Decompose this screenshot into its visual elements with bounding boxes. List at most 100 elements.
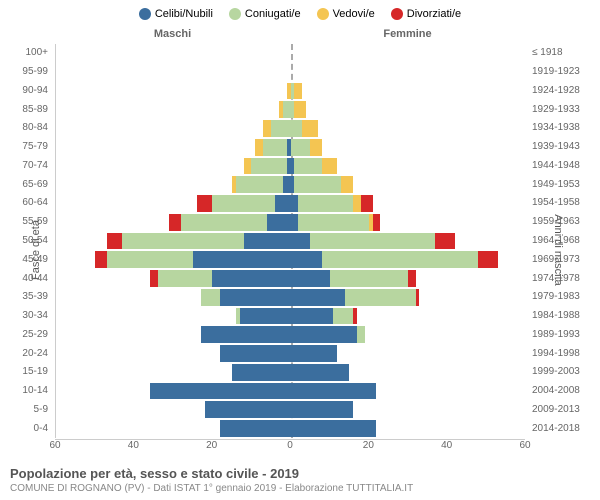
population-pyramid-chart: Celibi/Nubili Coniugati/e Vedovi/e Divorzia…: [0, 0, 600, 500]
age-group-label: 95-99: [22, 67, 48, 77]
bar-segment: [107, 251, 193, 268]
bar-segment: [291, 345, 338, 362]
bar-segment: [169, 214, 181, 231]
female-bar: [291, 64, 526, 81]
male-bar: [56, 420, 291, 437]
y-axis-right: 2014-20182009-20132004-20081999-20031994…: [528, 44, 600, 438]
bar-segment: [255, 139, 263, 156]
age-group-label: 70-74: [22, 161, 48, 171]
birth-year-label: ≤ 1918: [532, 48, 563, 58]
birth-year-label: 2009-2013: [532, 405, 580, 415]
legend-label: Divorziati/e: [407, 8, 461, 20]
birth-year-label: 1964-1968: [532, 236, 580, 246]
female-bar: [291, 270, 526, 287]
x-tick-label: 40: [128, 440, 139, 451]
age-group-label: 80-84: [22, 123, 48, 133]
legend-item: Celibi/Nubili: [139, 8, 213, 20]
bar-segment: [291, 308, 334, 325]
male-bar: [56, 308, 291, 325]
bar-row: [56, 213, 525, 232]
bar-segment: [193, 251, 291, 268]
male-bar: [56, 176, 291, 193]
age-group-label: 65-69: [22, 180, 48, 190]
female-bar: [291, 383, 526, 400]
bar-segment: [322, 251, 478, 268]
bar-segment: [294, 83, 302, 100]
age-group-label: 45-49: [22, 255, 48, 265]
female-bar: [291, 251, 526, 268]
legend-item: Coniugati/e: [229, 8, 301, 20]
legend-item: Vedovi/e: [317, 8, 375, 20]
x-tick-label: 0: [287, 440, 293, 451]
female-bar: [291, 176, 526, 193]
birth-year-label: 1954-1958: [532, 198, 580, 208]
bar-row: [56, 363, 525, 382]
bar-segment: [298, 214, 368, 231]
bar-segment: [291, 251, 322, 268]
male-bar: [56, 101, 291, 118]
bar-segment: [212, 195, 275, 212]
bar-segment: [220, 420, 290, 437]
age-group-label: 20-24: [22, 349, 48, 359]
bar-segment: [416, 289, 420, 306]
bar-segment: [361, 195, 373, 212]
bar-segment: [271, 120, 291, 137]
female-bar: [291, 214, 526, 231]
birth-year-label: 1969-1973: [532, 255, 580, 265]
bar-segment: [212, 270, 290, 287]
female-bar: [291, 158, 526, 175]
bar-segment: [353, 308, 357, 325]
birth-year-label: 1944-1948: [532, 161, 580, 171]
birth-year-label: 1934-1938: [532, 123, 580, 133]
legend-swatch: [317, 8, 329, 20]
bar-row: [56, 250, 525, 269]
chart-subtitle: COMUNE DI ROGNANO (PV) - Dati ISTAT 1° g…: [10, 483, 413, 494]
bar-segment: [310, 139, 322, 156]
bar-segment: [478, 251, 498, 268]
bar-segment: [201, 289, 221, 306]
x-tick-label: 60: [49, 440, 60, 451]
chart-title: Popolazione per età, sesso e stato civil…: [10, 466, 413, 481]
bar-row: [56, 100, 525, 119]
male-bar: [56, 364, 291, 381]
male-bar: [56, 251, 291, 268]
bar-segment: [122, 233, 243, 250]
legend-label: Coniugati/e: [245, 8, 301, 20]
age-group-label: 50-54: [22, 236, 48, 246]
bar-segment: [330, 270, 408, 287]
female-bar: [291, 289, 526, 306]
x-tick-label: 20: [363, 440, 374, 451]
birth-year-label: 1949-1953: [532, 180, 580, 190]
male-bar: [56, 83, 291, 100]
bar-segment: [158, 270, 213, 287]
age-group-label: 40-44: [22, 274, 48, 284]
bar-segment: [220, 345, 290, 362]
age-group-label: 60-64: [22, 198, 48, 208]
bar-segment: [291, 120, 303, 137]
bar-segment: [408, 270, 416, 287]
bar-row: [56, 344, 525, 363]
bar-segment: [291, 233, 311, 250]
bar-segment: [107, 233, 123, 250]
age-group-label: 30-34: [22, 311, 48, 321]
female-bar: [291, 83, 526, 100]
male-bar: [56, 270, 291, 287]
bar-segment: [310, 233, 435, 250]
male-bar: [56, 195, 291, 212]
bar-segment: [435, 233, 455, 250]
age-group-label: 25-29: [22, 330, 48, 340]
bar-row: [56, 138, 525, 157]
birth-year-label: 1979-1983: [532, 292, 580, 302]
bar-row: [56, 382, 525, 401]
birth-year-label: 1974-1978: [532, 274, 580, 284]
bar-row: [56, 419, 525, 438]
bar-row: [56, 194, 525, 213]
legend-item: Divorziati/e: [391, 8, 461, 20]
birth-year-label: 1919-1923: [532, 67, 580, 77]
age-group-label: 100+: [25, 48, 48, 58]
y-axis-left: 0-45-910-1415-1920-2425-2930-3435-3940-4…: [0, 44, 52, 438]
female-bar: [291, 308, 526, 325]
bar-row: [56, 175, 525, 194]
bar-row: [56, 400, 525, 419]
bar-row: [56, 325, 525, 344]
